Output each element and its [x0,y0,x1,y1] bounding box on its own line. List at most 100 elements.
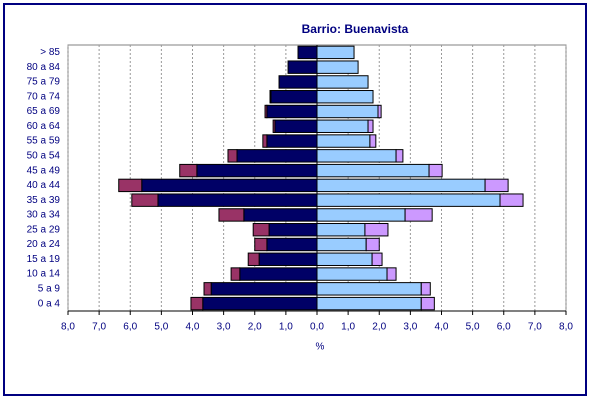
y-tick-label: > 85 [40,47,60,58]
bar [316,104,379,119]
bar [499,193,524,207]
bar [316,163,430,178]
y-tick-label: 25 a 29 [27,224,61,235]
y-tick-label: 20 a 24 [27,239,61,250]
y-tick-label: 55 a 59 [27,136,61,147]
bar [316,208,406,222]
bar [203,282,212,296]
y-tick-label: 35 a 39 [27,195,61,206]
bar [316,45,355,60]
y-tick-label: 5 a 9 [38,283,61,294]
bar [269,90,272,104]
x-tick-label: 3,0 [217,322,231,333]
bar [254,237,268,252]
x-tick-label: 0,0 [310,322,324,333]
bar [236,149,318,163]
x-tick-label: 8,0 [559,322,573,333]
bar [428,163,443,178]
x-tick-label: 6,0 [497,322,511,333]
bar [190,296,204,311]
bar [266,237,318,252]
x-tick-label: 7,0 [92,322,106,333]
bar [266,104,318,119]
bar [266,134,318,148]
bar [371,252,383,266]
x-tick-label: 2,0 [248,322,262,333]
y-tick-label: 10 a 14 [27,269,61,280]
bar [297,45,318,60]
bar [420,282,431,296]
bar [386,267,397,281]
bar [316,75,369,89]
x-tick-label: 4,0 [435,322,449,333]
bar [272,119,276,133]
bar [157,193,318,207]
bar [316,60,359,74]
y-tick-label: 15 a 19 [27,254,61,265]
bar [118,178,143,193]
bar [274,119,318,133]
y-tick-label: 50 a 54 [27,150,61,161]
x-tick-label: 1,0 [341,322,355,333]
bar [316,282,422,296]
bar [210,282,318,296]
y-tick-label: 65 a 69 [27,106,61,117]
x-tick-label: 7,0 [528,322,542,333]
bar [316,223,366,237]
bar [264,104,268,119]
y-tick-label: 40 a 44 [27,180,61,191]
bar [131,193,159,207]
x-tick-label: 4,0 [186,322,200,333]
bar [316,149,397,163]
x-tick-label: 5,0 [466,322,480,333]
bar [365,237,380,252]
bar [262,134,268,148]
bar [218,208,245,222]
x-tick-label: 3,0 [403,322,417,333]
bar [230,267,241,281]
bar [316,90,374,104]
bar [252,223,270,237]
bar [243,208,318,222]
bar [369,134,377,148]
chart-title: Barrio: Buenavista [302,22,409,36]
y-tick-label: 0 a 4 [38,298,61,309]
x-tick-label: 2,0 [372,322,386,333]
bar [367,119,374,133]
y-tick-label: 45 a 49 [27,165,61,176]
bar [179,163,198,178]
bar [316,267,388,281]
x-tick-label: 1,0 [279,322,293,333]
bar [270,90,318,104]
y-tick-label: 30 a 34 [27,210,61,221]
y-tick-label: 70 a 74 [27,91,61,102]
bar [364,223,389,237]
x-tick-label: 8,0 [61,322,75,333]
bar [395,149,404,163]
bar [316,178,486,193]
bar [227,149,238,163]
bar [278,75,318,89]
bar [258,252,318,266]
bar [316,119,369,133]
bar [202,296,318,311]
bar [404,208,433,222]
bar [316,296,422,311]
x-axis-label: % [316,342,325,353]
y-tick-label: 80 a 84 [27,62,61,73]
bar [316,237,367,252]
x-tick-label: 6,0 [123,322,137,333]
bar [287,60,318,74]
bar [196,163,318,178]
bar [316,134,371,148]
y-tick-label: 60 a 64 [27,121,61,132]
bar [316,193,501,207]
x-tick-label: 5,0 [154,322,168,333]
bar [377,104,382,119]
bar [484,178,509,193]
y-tick-label: 75 a 79 [27,77,61,88]
bar [316,252,373,266]
bar [420,296,435,311]
bar [239,267,318,281]
